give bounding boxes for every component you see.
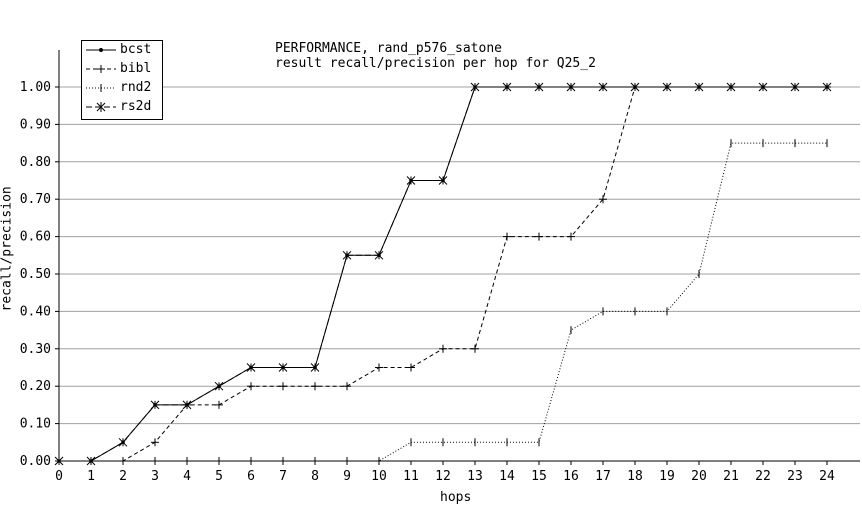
x-tick-label: 20 bbox=[691, 469, 707, 484]
y-tick-label: 0.50 bbox=[20, 267, 51, 282]
y-tick-label: 0.80 bbox=[20, 155, 51, 170]
y-tick-label: 0.70 bbox=[20, 192, 51, 207]
point-bibl bbox=[599, 195, 607, 204]
legend-swatch-rs2d bbox=[86, 102, 116, 112]
legend-item-rs2d: rs2d bbox=[82, 98, 162, 117]
x-tick-label: 7 bbox=[279, 469, 287, 484]
y-tick-label: 1.00 bbox=[20, 80, 51, 95]
point-bibl bbox=[407, 363, 415, 372]
x-tick-label: 22 bbox=[755, 469, 771, 484]
legend-swatch-rnd2 bbox=[86, 84, 116, 92]
legend-item-rnd2: rnd2 bbox=[82, 79, 162, 98]
point-rs2d bbox=[822, 82, 832, 92]
legend-swatch-bcst bbox=[86, 48, 116, 52]
point-rs2d bbox=[726, 82, 736, 92]
y-tick-label: 0.60 bbox=[20, 230, 51, 245]
point-rs2d bbox=[54, 456, 64, 466]
x-tick-label: 18 bbox=[627, 469, 643, 484]
y-tick-label: 0.30 bbox=[20, 342, 51, 357]
x-tick-label: 21 bbox=[723, 469, 739, 484]
point-rs2d bbox=[406, 176, 416, 185]
x-tick-label: 15 bbox=[531, 469, 547, 484]
point-rs2d bbox=[86, 456, 96, 466]
x-tick-label: 16 bbox=[563, 469, 579, 484]
y-tick-label: 0.90 bbox=[20, 117, 51, 132]
x-axis-label: hops bbox=[440, 490, 472, 505]
point-rs2d bbox=[278, 363, 288, 372]
y-tick-label: 0.20 bbox=[20, 379, 51, 394]
x-tick-label: 11 bbox=[403, 469, 419, 484]
x-tick-label: 10 bbox=[371, 469, 387, 484]
y-axis-label: recall/precision bbox=[0, 186, 15, 312]
point-bibl bbox=[503, 232, 511, 241]
legend-item-bcst: bcst bbox=[82, 41, 162, 60]
point-rs2d bbox=[182, 400, 192, 410]
point-rs2d bbox=[534, 82, 544, 92]
point-rs2d bbox=[118, 437, 128, 447]
x-tick-label: 0 bbox=[55, 469, 63, 484]
point-rs2d bbox=[374, 250, 384, 260]
x-tick-label: 1 bbox=[87, 469, 95, 484]
x-tick-label: 17 bbox=[595, 469, 611, 484]
x-tick-label: 13 bbox=[467, 469, 483, 484]
legend-label: bibl bbox=[120, 61, 152, 76]
point-bibl bbox=[439, 344, 447, 353]
chart-title: PERFORMANCE, rand_p576_satone bbox=[275, 41, 502, 56]
legend-label: bcst bbox=[120, 42, 152, 57]
point-rs2d bbox=[566, 82, 576, 92]
x-tick-label: 4 bbox=[183, 469, 191, 484]
point-rs2d bbox=[630, 82, 640, 92]
point-bibl bbox=[151, 438, 159, 447]
y-tick-label: 0.10 bbox=[20, 417, 51, 432]
point-rs2d bbox=[502, 82, 512, 92]
point-rs2d bbox=[790, 82, 800, 92]
grid-lines bbox=[59, 86, 860, 462]
point-rs2d bbox=[246, 363, 256, 372]
x-tick-label: 14 bbox=[499, 469, 515, 484]
legend-item-bibl: bibl bbox=[82, 60, 162, 79]
point-bibl bbox=[375, 363, 383, 372]
legend-label: rs2d bbox=[120, 99, 152, 114]
legend-swatch-bibl bbox=[86, 65, 116, 73]
series-lines bbox=[54, 82, 832, 466]
point-bibl bbox=[279, 382, 287, 391]
point-rs2d bbox=[150, 400, 160, 410]
chart-subtitle: result recall/precision per hop for Q25_… bbox=[275, 56, 596, 71]
point-bibl bbox=[343, 382, 351, 391]
point-bibl bbox=[471, 344, 479, 353]
x-tick-label: 12 bbox=[435, 469, 451, 484]
y-tick-label: 0.00 bbox=[20, 454, 51, 469]
point-rs2d bbox=[438, 176, 448, 185]
point-bibl bbox=[567, 232, 575, 241]
point-bibl bbox=[215, 400, 223, 409]
point-rs2d bbox=[470, 82, 480, 92]
point-rs2d bbox=[598, 82, 608, 92]
axes bbox=[55, 50, 860, 465]
point-rs2d bbox=[342, 250, 352, 260]
point-rs2d bbox=[310, 363, 320, 372]
x-tick-label: 8 bbox=[311, 469, 319, 484]
x-tick-label: 24 bbox=[819, 469, 835, 484]
point-bibl bbox=[535, 232, 543, 241]
x-tick-label: 5 bbox=[215, 469, 223, 484]
x-tick-label: 2 bbox=[119, 469, 127, 484]
legend: bcst bibl rnd2 rs2d bbox=[81, 40, 163, 120]
x-tick-label: 3 bbox=[151, 469, 159, 484]
x-tick-label: 23 bbox=[787, 469, 803, 484]
point-rs2d bbox=[214, 381, 224, 391]
x-tick-label: 19 bbox=[659, 469, 675, 484]
point-rs2d bbox=[758, 82, 768, 92]
series-line-rnd2 bbox=[59, 142, 827, 462]
point-bibl bbox=[247, 382, 255, 391]
tick-labels: 0.00 0.10 0.20 0.30 0.40 0.50 0.60 0.70 0.80 0.90… bbox=[20, 80, 835, 484]
point-rs2d bbox=[694, 82, 704, 92]
y-tick-label: 0.40 bbox=[20, 304, 51, 319]
legend-label: rnd2 bbox=[120, 80, 152, 95]
x-tick-label: 6 bbox=[247, 469, 255, 484]
point-bibl bbox=[311, 382, 319, 391]
x-tick-label: 9 bbox=[343, 469, 351, 484]
point-rs2d bbox=[662, 82, 672, 92]
